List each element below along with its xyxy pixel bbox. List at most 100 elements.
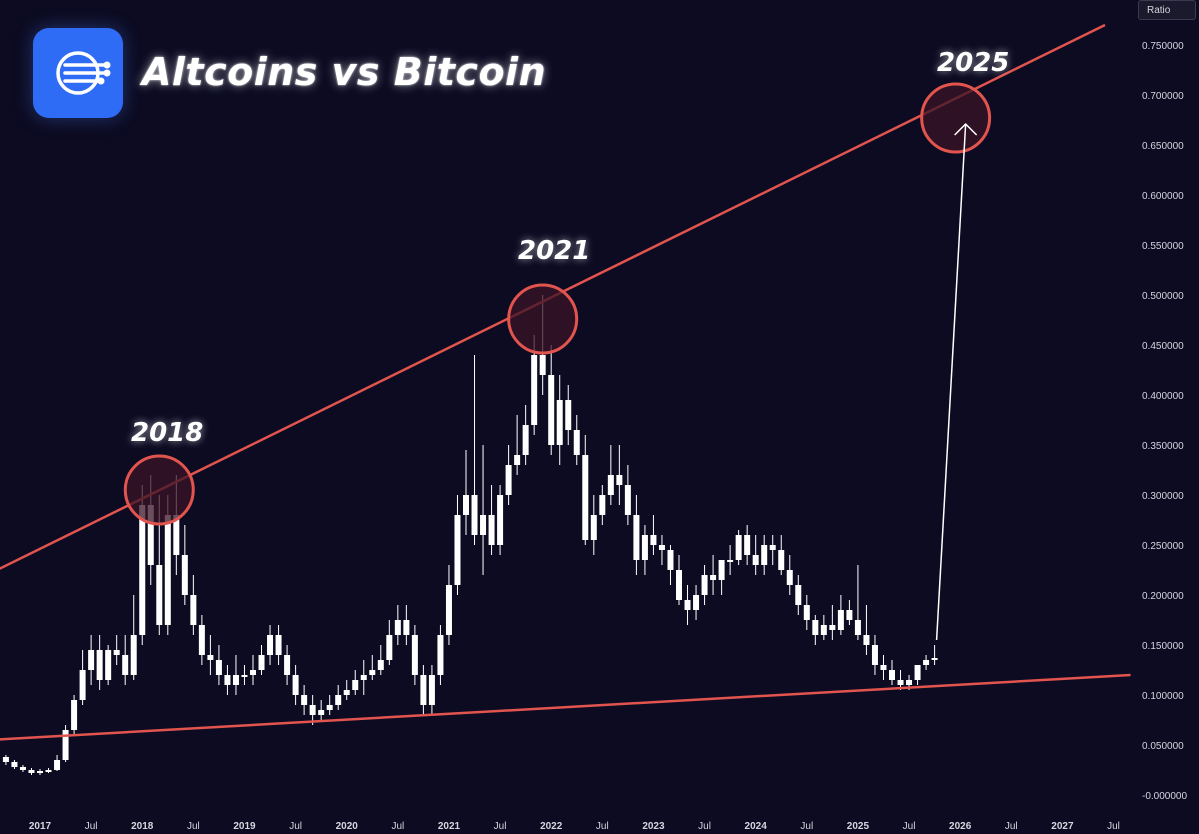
candle-body bbox=[326, 705, 333, 710]
annotation-circle-2025 bbox=[920, 82, 992, 154]
candle-body bbox=[863, 635, 870, 645]
candle-body bbox=[471, 495, 478, 535]
axis-unit-badge[interactable]: Ratio bbox=[1138, 0, 1196, 20]
candle-body bbox=[352, 680, 359, 690]
candle-body bbox=[250, 670, 256, 675]
candle-body bbox=[113, 650, 120, 655]
candle-body bbox=[573, 430, 580, 455]
candle-body bbox=[727, 560, 734, 562]
annotation-label-2018: 2018 bbox=[131, 418, 204, 448]
candle-body bbox=[497, 495, 504, 545]
candle-body bbox=[284, 655, 291, 675]
y-tick-label: -0.000000 bbox=[1142, 791, 1187, 802]
candle-body bbox=[122, 655, 129, 675]
annotation-circle-2021 bbox=[507, 283, 579, 355]
candle-body bbox=[658, 545, 665, 550]
candle-body bbox=[37, 771, 43, 773]
x-tick-label: 2027 bbox=[1051, 821, 1074, 832]
x-tick-label: Jul bbox=[903, 821, 916, 832]
x-tick-label: Jul bbox=[187, 821, 200, 832]
candle-body bbox=[624, 485, 631, 515]
candle-body bbox=[45, 770, 52, 772]
candle-body bbox=[445, 585, 452, 635]
x-tick-label: 2024 bbox=[745, 821, 768, 832]
brand-logo bbox=[33, 28, 123, 118]
candle-body bbox=[267, 635, 274, 655]
candle-body bbox=[829, 625, 836, 630]
candle-body bbox=[28, 770, 35, 773]
candle-body bbox=[531, 355, 538, 425]
candle-body bbox=[633, 515, 640, 560]
candle-body bbox=[871, 645, 878, 665]
candle-body bbox=[923, 660, 930, 665]
candle-body bbox=[360, 675, 367, 680]
x-tick-label: 2018 bbox=[131, 821, 154, 832]
candle-body bbox=[931, 658, 938, 660]
x-tick-label: 2026 bbox=[949, 821, 972, 832]
candle-body bbox=[147, 505, 154, 565]
candle-body bbox=[744, 535, 751, 555]
candle-body bbox=[130, 635, 137, 675]
candle-body bbox=[62, 730, 69, 760]
candle-body bbox=[514, 455, 521, 465]
candle-body bbox=[565, 400, 572, 430]
candle-body bbox=[582, 455, 589, 540]
candle-body bbox=[292, 675, 299, 695]
candle-body bbox=[420, 675, 427, 705]
candle-body bbox=[198, 625, 205, 655]
candle-body bbox=[88, 650, 95, 670]
candle-body bbox=[105, 650, 112, 680]
chart-title: Altcoins vs Bitcoin bbox=[142, 50, 547, 94]
candle-body bbox=[650, 535, 657, 545]
candle-body bbox=[684, 600, 691, 610]
candle-body bbox=[522, 425, 529, 455]
candle-body bbox=[463, 495, 469, 515]
candle-body bbox=[667, 550, 674, 570]
candle-body bbox=[880, 665, 887, 670]
candle-body bbox=[343, 690, 350, 695]
candle-body bbox=[701, 575, 708, 595]
y-tick-label: 0.650000 bbox=[1142, 141, 1184, 152]
candle-body bbox=[335, 695, 342, 705]
candle-body bbox=[641, 535, 648, 560]
candle-body bbox=[96, 650, 103, 680]
candle-body bbox=[548, 375, 555, 445]
annotation-circle-2018 bbox=[123, 454, 195, 526]
network-lines-icon bbox=[56, 51, 111, 95]
x-tick-label: Jul bbox=[85, 821, 98, 832]
candle-body bbox=[803, 605, 810, 620]
candle-body bbox=[156, 565, 163, 625]
x-tick-label: 2025 bbox=[847, 821, 870, 832]
x-tick-label: Jul bbox=[1005, 821, 1018, 832]
candle-body bbox=[215, 660, 222, 675]
candle-body bbox=[897, 680, 904, 685]
candle-body bbox=[386, 635, 393, 660]
candle-body bbox=[241, 675, 248, 677]
candle-body bbox=[718, 560, 725, 580]
y-tick-label: 0.600000 bbox=[1142, 191, 1184, 202]
y-tick-label: 0.750000 bbox=[1142, 41, 1184, 52]
y-tick-label: 0.400000 bbox=[1142, 391, 1184, 402]
x-tick-label: 2023 bbox=[642, 821, 665, 832]
annotation-label-2025: 2025 bbox=[937, 48, 1010, 78]
projection-arrow-line bbox=[935, 123, 967, 641]
x-tick-label: Jul bbox=[1107, 821, 1120, 832]
candle-body bbox=[846, 610, 853, 620]
y-tick-label: 0.350000 bbox=[1142, 441, 1184, 452]
candle-body bbox=[181, 555, 188, 595]
candle-body bbox=[607, 475, 614, 495]
candle-body bbox=[232, 675, 239, 685]
candle-body bbox=[318, 710, 325, 715]
candle-body bbox=[889, 670, 895, 680]
candle-body bbox=[480, 515, 487, 535]
candle-body bbox=[676, 570, 682, 600]
candle-body bbox=[11, 762, 18, 767]
candle-body bbox=[735, 535, 742, 560]
candle-body bbox=[54, 760, 61, 770]
x-tick-label: 2017 bbox=[29, 821, 52, 832]
x-tick-label: Jul bbox=[289, 821, 302, 832]
annotation-label-2021: 2021 bbox=[518, 236, 591, 266]
candle-body bbox=[79, 670, 86, 700]
candle-body bbox=[505, 465, 512, 495]
x-tick-label: Jul bbox=[494, 821, 507, 832]
